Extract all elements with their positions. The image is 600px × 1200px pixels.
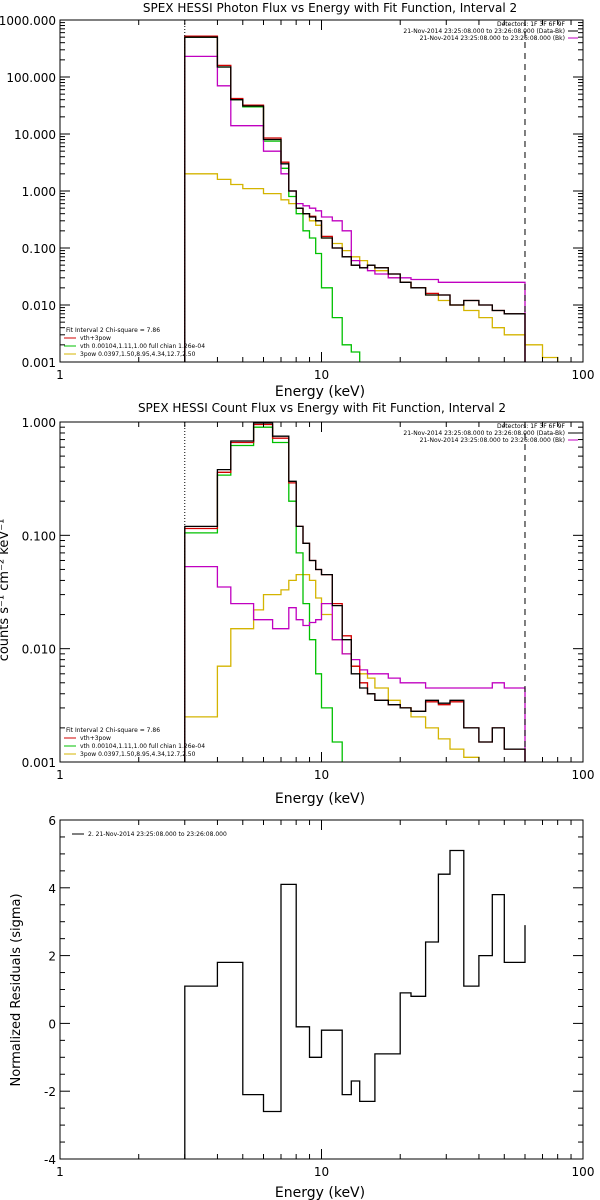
legend-entry-text: 2. 21-Nov-2014 23:25:08.000 to 23:26:08.… <box>88 831 227 838</box>
legend-entry-text: 21-Nov-2014 23:25:08.000 to 23:26:08.000… <box>420 437 565 444</box>
y-tick-label: 6 <box>48 814 56 828</box>
y-tick-label: 0.100 <box>22 242 56 256</box>
legend-entry-text: 3pow 0.0397,1.50,8.95,4.34,12.7,2.50 <box>80 751 196 758</box>
legend-entry-text: Detectors: 1F 3F 6F 9F <box>497 21 566 28</box>
y-tick-label: 0.010 <box>22 299 56 313</box>
series-bk <box>184 55 526 362</box>
residuals-panel: 1 10 100 6 4 2 0 -2 -4 2. 21-Nov-2014 23:25:08.00… <box>9 814 594 1200</box>
y-tick-label: 0.010 <box>22 643 56 657</box>
y-tick-label: 0.001 <box>22 756 56 770</box>
count-x-axis-label: Energy (keV) <box>275 791 365 807</box>
y-tick-label: 0 <box>48 1017 56 1031</box>
legend-entry-text: 21-Nov-2014 23:25:08.000 to 23:26:08.000… <box>403 28 565 35</box>
x-tick-label: 1 <box>56 1165 64 1179</box>
residuals-plot-area: 1 10 100 6 4 2 0 -2 -4 2. 21-Nov-2014 23:25:08.00… <box>44 814 594 1179</box>
legend-entry-text: Detectors: 1F 3F 6F 9F <box>497 423 566 430</box>
legend-entry-text: 3pow 0.0397,1.50,8.95,4.34,12.7,2.50 <box>80 351 196 358</box>
legend-entry-text: vth 0.00104,1.11,1.00 full chian 1.26e-0… <box>80 343 205 350</box>
count-panel-title: SPEX HESSI Count Flux vs Energy with Fit… <box>138 401 506 415</box>
y-tick-label: 2 <box>48 950 56 964</box>
series-data-bk <box>184 422 526 762</box>
photon-plot-area: 1 10 100 1000.000 100.000 10.000 1.000 0.100 0.0… <box>0 14 594 382</box>
series-vth-3pow <box>184 35 526 362</box>
y-tick-label: 1.000 <box>22 185 56 199</box>
series-group <box>184 35 559 362</box>
y-tick-label: 1.000 <box>22 416 56 430</box>
legend-entry-text: 21-Nov-2014 23:25:08.000 to 23:26:08.000… <box>403 430 565 437</box>
series-vth <box>184 426 343 762</box>
count-plot-area: 1 10 100 1.000 0.100 0.010 0.001 Detectors: 1F … <box>22 416 595 782</box>
photon-x-axis-label: Energy (keV) <box>275 384 365 400</box>
x-tick-label: 1 <box>56 768 64 782</box>
series-vth <box>184 36 361 362</box>
legend-entry-text: 21-Nov-2014 23:25:08.000 to 23:26:08.000… <box>420 35 565 42</box>
legend-entry-text: Fit Interval 2 Chi-square = 7.86 <box>66 727 160 734</box>
x-tick-label: 100 <box>572 1165 595 1179</box>
y-tick-label: 1000.000 <box>0 14 56 28</box>
count-flux-panel: SPEX HESSI Count Flux vs Energy with Fit… <box>0 401 594 807</box>
series-bk <box>184 565 526 762</box>
series-2-21-nov-2014-23-25-08-000-to-23-26-08-000 <box>184 849 526 1159</box>
y-tick-label: 100.000 <box>6 71 56 85</box>
series-data-bk <box>184 36 526 362</box>
count-y-axis-label: counts s⁻¹ cm⁻² keV⁻¹ <box>0 519 12 662</box>
legend-entry-text: vth 0.00104,1.11,1.00 full chian 1.26e-0… <box>80 743 205 750</box>
series-vth-3pow <box>184 423 526 762</box>
plot-frame <box>59 819 584 1160</box>
residuals-y-axis-label: Normalized Residuals (sigma) <box>9 893 24 1086</box>
plot-frame <box>59 421 584 763</box>
legend-entry-text: Fit Interval 2 Chi-square = 7.86 <box>66 327 160 334</box>
photon-panel-title: SPEX HESSI Photon Flux vs Energy with Fi… <box>143 1 517 15</box>
legend-entry-text: vth+3pow <box>80 335 111 342</box>
x-tick-label: 100 <box>572 768 595 782</box>
x-tick-label: 10 <box>314 368 329 382</box>
y-tick-label: 4 <box>48 882 56 896</box>
legend-entry-text: vth+3pow <box>80 735 111 742</box>
x-tick-label: 10 <box>314 1165 329 1179</box>
y-tick-label: 0.100 <box>22 529 56 543</box>
x-tick-label: 1 <box>56 368 64 382</box>
y-tick-label: -4 <box>44 1153 56 1167</box>
series-group <box>184 422 526 762</box>
y-tick-label: 0.001 <box>22 356 56 370</box>
y-tick-label: -2 <box>44 1085 56 1099</box>
y-tick-label: 10.000 <box>14 128 56 142</box>
x-tick-label: 100 <box>572 368 595 382</box>
x-tick-label: 10 <box>314 768 329 782</box>
residuals-x-axis-label: Energy (keV) <box>275 1185 365 1200</box>
series-3pow <box>184 173 559 362</box>
series-group <box>184 849 526 1159</box>
photon-flux-panel: SPEX HESSI Photon Flux vs Energy with Fi… <box>0 1 594 400</box>
